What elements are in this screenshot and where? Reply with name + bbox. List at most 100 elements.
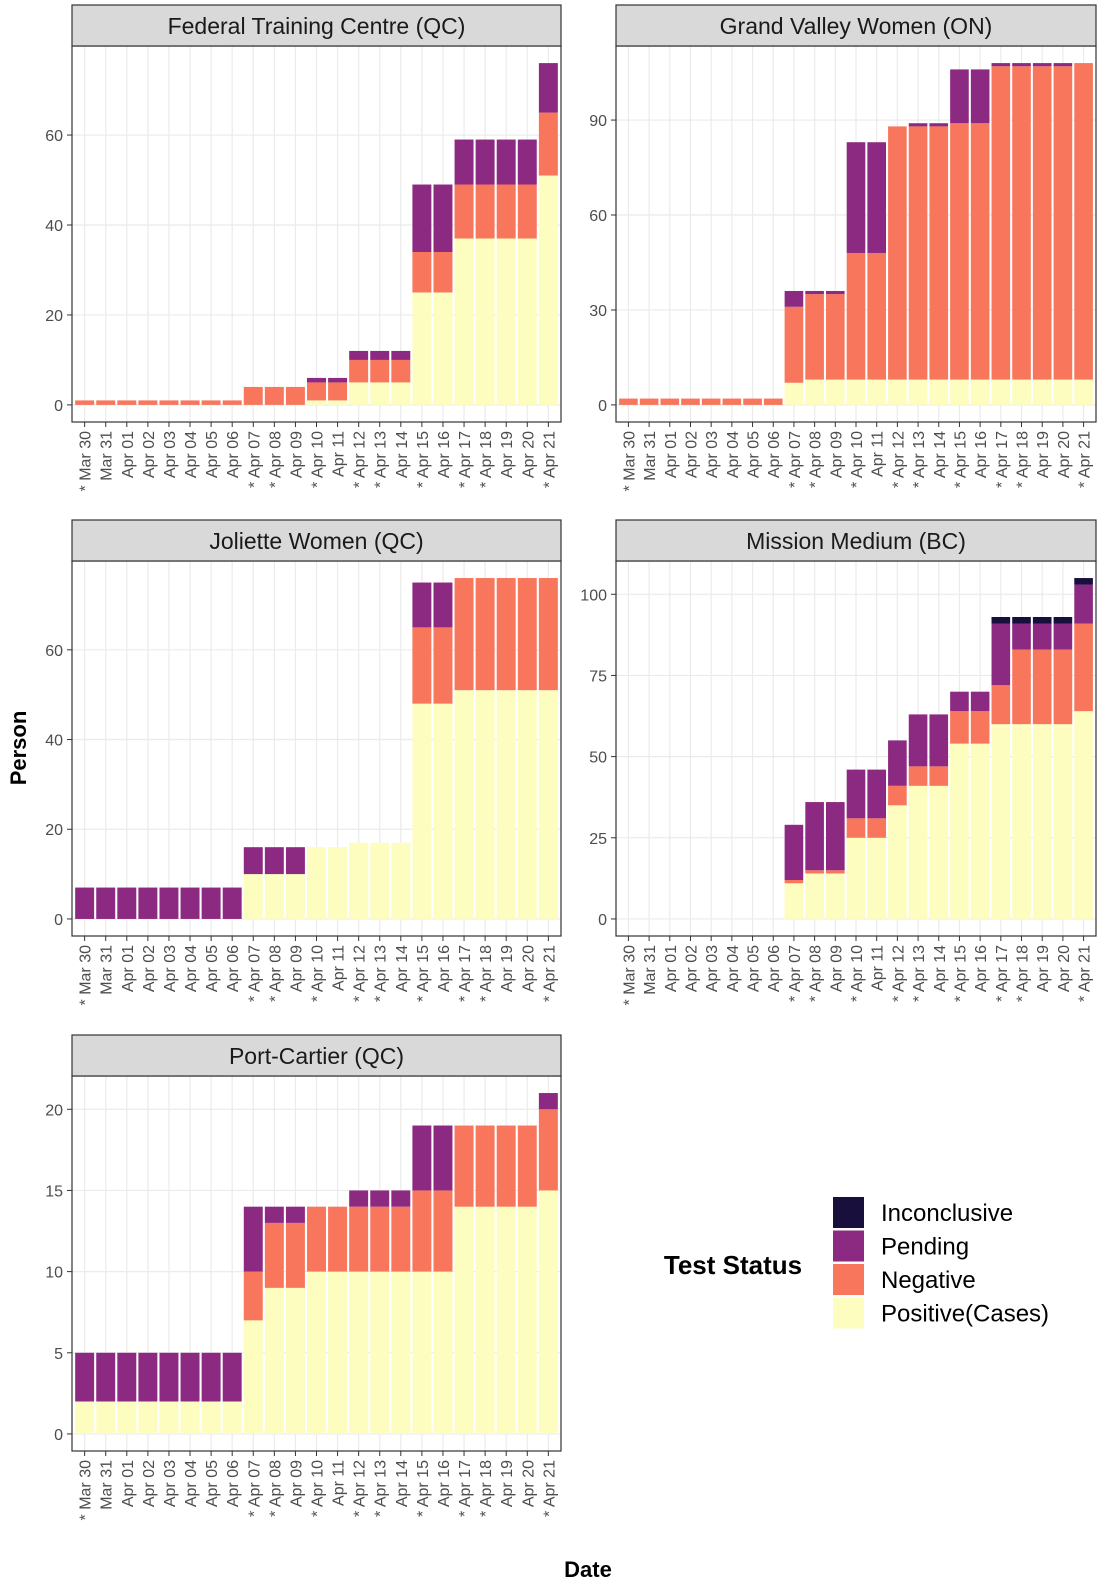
bar-segment [391, 382, 411, 405]
panel-title: Federal Training Centre (QC) [168, 13, 466, 39]
x-tick-label: * Apr 21 [1077, 431, 1094, 488]
bar-segment [1012, 623, 1031, 650]
legend-swatch [833, 1264, 864, 1295]
x-tick-label: Apr 14 [394, 431, 411, 478]
bar-segment [391, 842, 411, 919]
x-tick-label: Apr 05 [204, 431, 221, 478]
legend-title: Test Status [664, 1250, 802, 1280]
bar-segment [285, 1287, 305, 1434]
legend-label: Inconclusive [881, 1200, 1013, 1227]
bar-segment [412, 582, 432, 628]
x-tick-label: * Mar 30 [621, 431, 638, 492]
bar-segment [454, 184, 474, 239]
y-tick-label: 15 [45, 1183, 63, 1200]
bar-segment [222, 1352, 242, 1402]
x-tick-label: Apr 02 [683, 945, 700, 992]
bar-segment [991, 63, 1011, 67]
bar-segment [391, 359, 411, 383]
bar-segment [412, 1190, 432, 1272]
x-tick-label: Apr 03 [162, 1460, 179, 1507]
bar-segment [264, 847, 284, 875]
x-tick-label: Apr 19 [499, 1460, 516, 1507]
bar-segment [117, 1352, 137, 1402]
x-tick-label: Apr 14 [394, 1460, 411, 1507]
bar-segment [908, 123, 928, 127]
x-tick-label: Apr 20 [520, 945, 537, 992]
bar-segment [1012, 724, 1031, 919]
bar-segment [391, 1271, 411, 1434]
x-tick-label: Apr 19 [499, 945, 516, 992]
y-tick-label: 50 [589, 750, 607, 767]
x-tick-label: * Apr 21 [1077, 945, 1094, 1002]
bar-segment [201, 887, 221, 919]
bar-segment [970, 711, 990, 744]
x-tick-label: * Apr 12 [352, 431, 369, 488]
x-tick-label: Mar 31 [642, 431, 659, 481]
bar-segment [349, 842, 369, 919]
x-tick-label: * Apr 18 [478, 1460, 495, 1517]
bar-segment [412, 1125, 432, 1191]
x-axis-label: Date [564, 1557, 612, 1582]
y-tick-label: 60 [45, 128, 63, 145]
bar-segment [243, 847, 263, 875]
bar-segment [412, 251, 432, 293]
bar-segment [243, 1320, 263, 1434]
x-tick-label: * Apr 12 [352, 1460, 369, 1517]
bar-segment [867, 769, 886, 819]
bar-segment [454, 238, 474, 405]
x-tick-label: Apr 04 [183, 431, 200, 478]
bar-segment [846, 818, 866, 838]
bar-segment [1012, 66, 1031, 380]
bar-segment [243, 874, 263, 919]
bar-segment [1074, 63, 1093, 380]
x-tick-label: * Apr 10 [849, 431, 866, 488]
bar-segment [784, 879, 804, 884]
bar-segment [701, 398, 721, 405]
bar-segment [619, 398, 638, 405]
legend-swatch [833, 1197, 864, 1228]
bar-segment [159, 887, 179, 919]
x-tick-label: * Apr 12 [352, 945, 369, 1002]
bar-segment [349, 1190, 369, 1207]
bar-segment [222, 887, 242, 919]
bar-segment [538, 1109, 558, 1191]
x-tick-label: Apr 03 [162, 945, 179, 992]
bar-segment [285, 847, 305, 875]
bar-segment [454, 139, 474, 185]
x-tick-label: * Apr 10 [310, 431, 327, 488]
x-tick-label: Apr 19 [499, 431, 516, 478]
x-tick-label: * Apr 12 [890, 945, 907, 1002]
bar-segment [412, 292, 432, 405]
bar-segment [328, 377, 348, 383]
x-tick-label: * Apr 13 [373, 1460, 390, 1517]
bar-segment [1074, 711, 1093, 919]
bar-segment [243, 1271, 263, 1321]
bar-segment [180, 400, 200, 405]
bar-segment [117, 400, 137, 405]
bar-segment [201, 1401, 221, 1434]
bar-segment [75, 400, 95, 405]
bar-segment [412, 627, 432, 704]
bar-segment [1012, 63, 1031, 67]
y-tick-label: 0 [54, 398, 63, 415]
bar-segment [475, 139, 495, 185]
bar-segment [96, 887, 116, 919]
bar-segment [805, 873, 824, 919]
bar-segment [846, 769, 866, 819]
bar-segment [475, 690, 495, 919]
strip [71, 4, 562, 47]
x-tick-label: Apr 05 [746, 945, 763, 992]
bar-segment [867, 379, 886, 405]
bar-segment [307, 377, 326, 383]
bar-segment [660, 398, 680, 405]
bar-segment [370, 1271, 390, 1434]
x-tick-label: Mar 31 [99, 945, 116, 995]
y-tick-label: 75 [589, 668, 607, 685]
bar-segment [475, 578, 495, 691]
y-tick-label: 60 [589, 208, 607, 225]
bar-segment [496, 184, 516, 239]
bar-segment [117, 887, 137, 919]
x-tick-label: Apr 04 [725, 431, 742, 478]
bar-segment [929, 126, 949, 380]
x-tick-label: * Apr 13 [911, 431, 928, 488]
